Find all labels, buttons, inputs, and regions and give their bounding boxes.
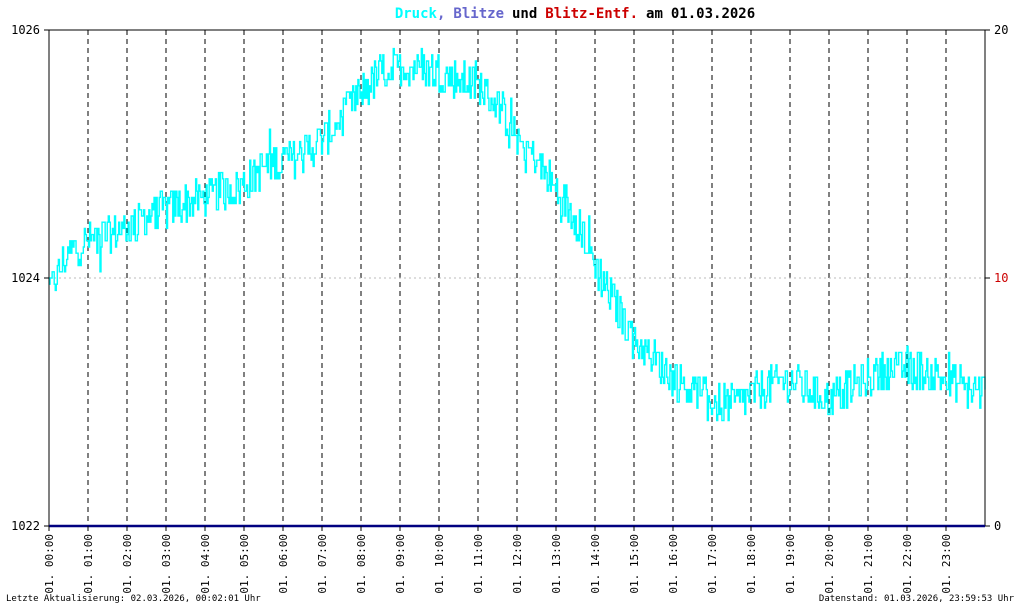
left-tick-label: 1026 (11, 23, 40, 37)
x-tick-label: 01. 00:00 (43, 534, 56, 594)
footer-data-state: Datenstand: 01.03.2026, 23:59:53 Uhr (819, 594, 1015, 604)
title-und: und (512, 6, 537, 22)
right-tick-label: 20 (994, 23, 1008, 37)
x-tick-label: 01. 17:00 (706, 534, 719, 594)
title-am: am (646, 6, 663, 22)
series-layer (49, 47, 986, 422)
x-tick-label: 01. 23:00 (940, 534, 953, 594)
title-comma: , (437, 6, 445, 22)
x-tick-label: 01. 01:00 (82, 534, 95, 594)
chart-title: Druck, Blitze und Blitz-Entf. am 01.03.2026 (395, 6, 755, 22)
left-tick-label: 1024 (11, 271, 40, 285)
x-tick-label: 01. 07:00 (316, 534, 329, 594)
left-axis: 1022 1024 1026 (11, 23, 49, 533)
x-tick-label: 01. 03:00 (160, 534, 173, 594)
x-tick-label: 01. 22:00 (901, 534, 914, 594)
x-tick-label: 01. 11:00 (472, 534, 485, 594)
x-tick-label: 01. 16:00 (667, 534, 680, 594)
x-tick-label: 01. 04:00 (199, 534, 212, 594)
x-tick-label: 01. 12:00 (511, 534, 524, 594)
pressure-line (49, 47, 986, 422)
title-date: 01.03.2026 (671, 6, 755, 22)
x-tick-label: 01. 19:00 (784, 534, 797, 594)
x-tick-label: 01. 20:00 (823, 534, 836, 594)
title-blitze: Blitze (453, 6, 504, 22)
right-tick-label: 0 (994, 519, 1001, 533)
x-tick-label: 01. 15:00 (628, 534, 641, 594)
left-tick-label: 1022 (11, 519, 40, 533)
x-tick-label: 01. 02:00 (121, 534, 134, 594)
x-tick-label: 01. 09:00 (394, 534, 407, 594)
right-tick-label: 10 (994, 271, 1008, 285)
x-tick-label: 01. 14:00 (589, 534, 602, 594)
x-tick-label: 01. 13:00 (550, 534, 563, 594)
footer-last-update: Letzte Aktualisierung: 02.03.2026, 00:02… (6, 594, 261, 604)
title-blitz-entf: Blitz-Entf. (545, 6, 638, 22)
x-axis: 01. 00:00 01. 01:00 01. 02:00 01. 03:00 01. … (43, 526, 953, 594)
x-tick-label: 01. 21:00 (862, 534, 875, 594)
right-axis: 0 10 20 (985, 23, 1008, 533)
grid-lines (49, 30, 985, 526)
title-druck: Druck (395, 6, 438, 22)
x-tick-label: 01. 05:00 (238, 534, 251, 594)
x-tick-label: 01. 10:00 (433, 534, 446, 594)
x-tick-label: 01. 18:00 (745, 534, 758, 594)
x-tick-label: 01. 08:00 (355, 534, 368, 594)
x-tick-label: 01. 06:00 (277, 534, 290, 594)
